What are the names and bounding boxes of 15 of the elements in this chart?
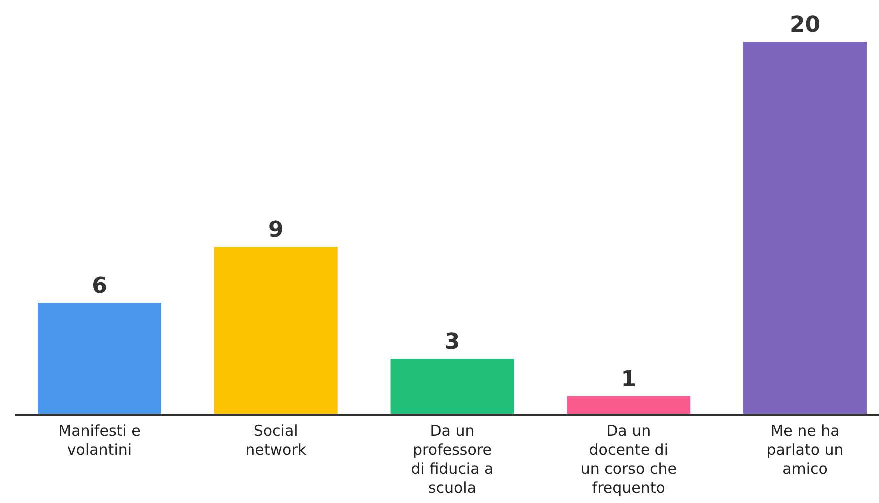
- bar: [214, 247, 338, 415]
- x-tick-label: Me ne ha parlato un amico: [766, 422, 844, 478]
- bar: [390, 359, 514, 415]
- data-label: 3: [444, 330, 460, 356]
- data-label: 9: [268, 218, 284, 244]
- data-label: 6: [92, 274, 108, 300]
- x-tick-label: Da un professore di fiducia a scuola: [411, 422, 494, 497]
- bar: [567, 396, 691, 415]
- data-label: 20: [790, 13, 821, 38]
- data-label: 1: [621, 367, 637, 392]
- x-tick-label: Da un docente di un corso che frequento: [580, 422, 677, 497]
- x-tick-label: Social network: [246, 422, 307, 459]
- bar: [744, 42, 867, 415]
- x-tick-label: Manifesti e volantini: [58, 422, 141, 459]
- bar: [38, 303, 162, 415]
